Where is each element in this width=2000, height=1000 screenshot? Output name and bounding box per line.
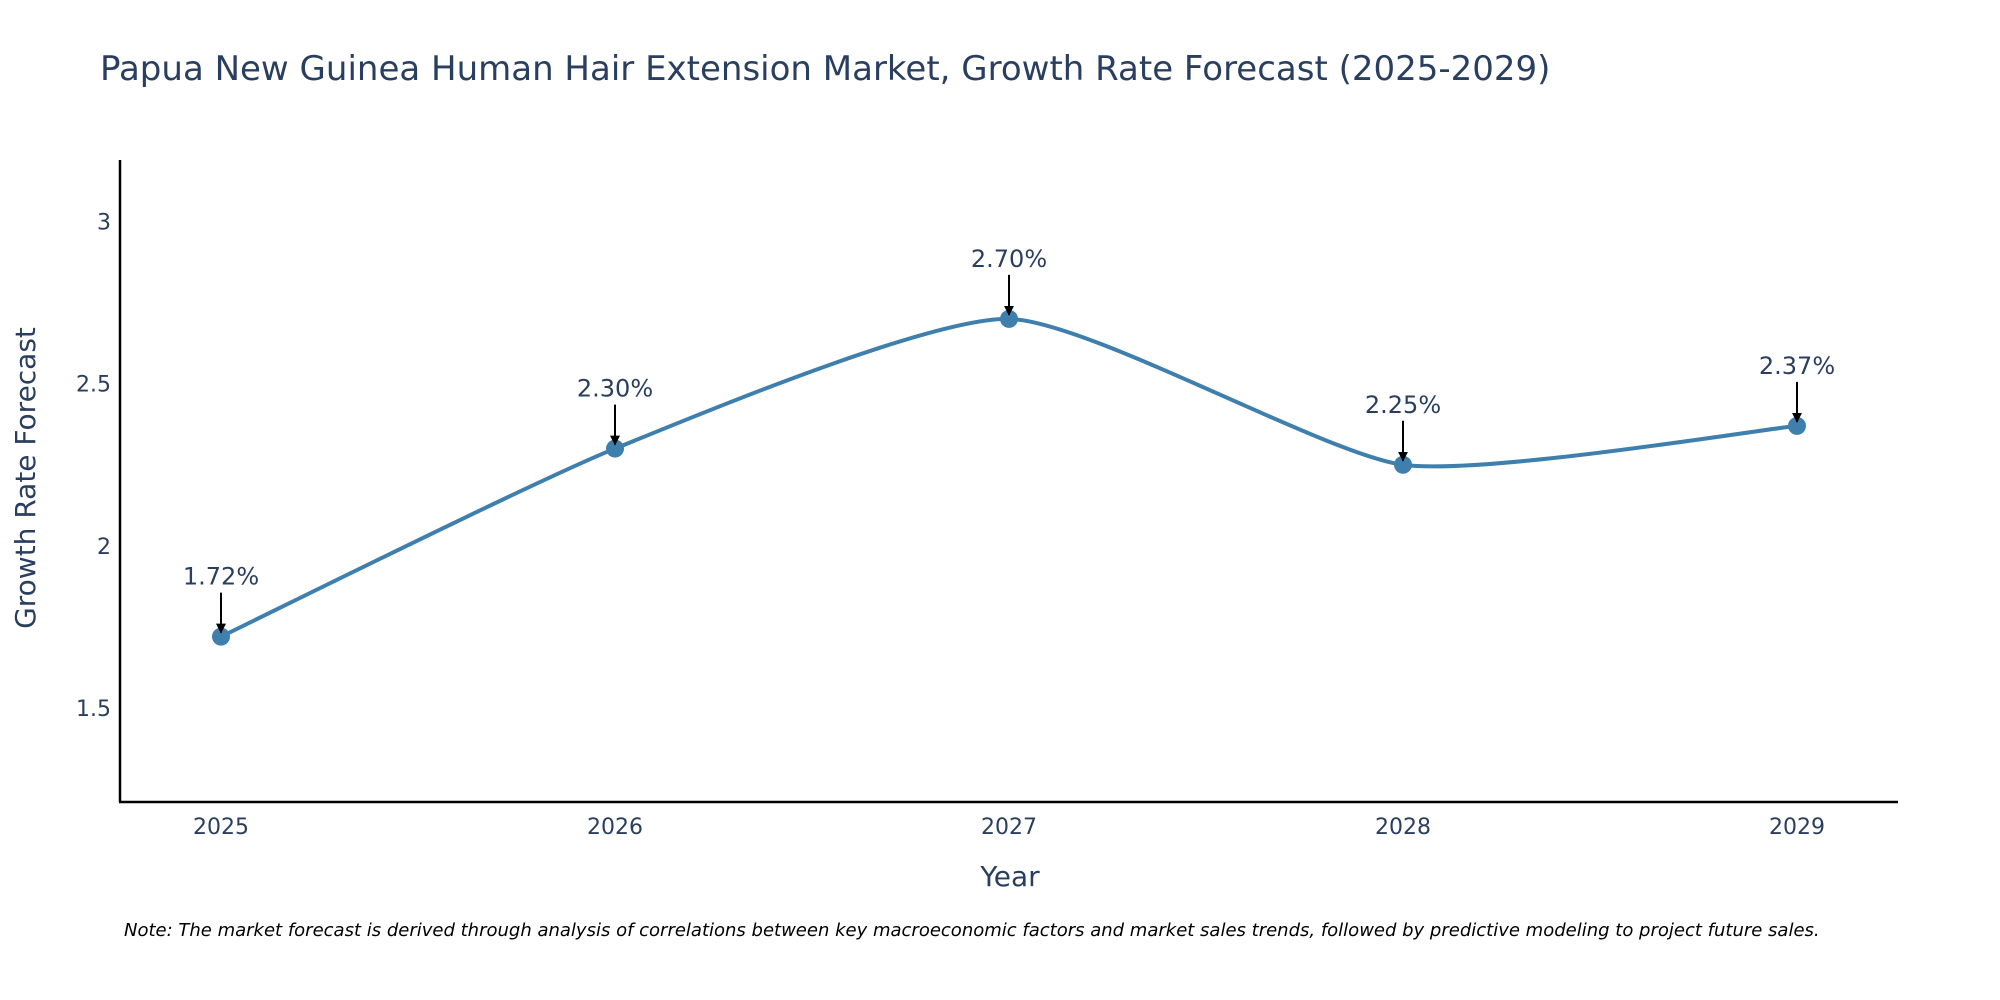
series-markers bbox=[212, 309, 1806, 646]
x-tick-label: 2026 bbox=[587, 815, 643, 840]
y-tick-label: 1.5 bbox=[76, 697, 111, 722]
y-tick-label: 2 bbox=[97, 535, 111, 560]
y-axis-ticks: 1.5 2 2.5 3 bbox=[76, 211, 111, 722]
x-axis-ticks: 2025 2026 2027 2028 2029 bbox=[193, 815, 1825, 840]
data-label: 2.70% bbox=[971, 245, 1047, 273]
x-axis-title: Year bbox=[979, 860, 1040, 893]
x-tick-label: 2027 bbox=[981, 815, 1037, 840]
data-annotations: 1.72% 2.30% 2.70% 2.25% 2.37% bbox=[183, 245, 1835, 634]
footnote: Note: The market forecast is derived thr… bbox=[124, 920, 1820, 941]
x-tick-label: 2028 bbox=[1375, 815, 1431, 840]
y-tick-label: 2.5 bbox=[76, 373, 111, 398]
series-line bbox=[220, 316, 1798, 639]
chart-title: Papua New Guinea Human Hair Extension Ma… bbox=[100, 49, 1550, 89]
data-label: 2.37% bbox=[1759, 352, 1835, 380]
data-label: 1.72% bbox=[183, 563, 259, 591]
data-label: 2.30% bbox=[577, 375, 653, 403]
y-tick-label: 3 bbox=[97, 211, 111, 236]
x-tick-label: 2025 bbox=[193, 815, 249, 840]
data-label: 2.25% bbox=[1365, 391, 1441, 419]
x-tick-label: 2029 bbox=[1769, 815, 1825, 840]
y-axis-title: Growth Rate Forecast bbox=[9, 327, 42, 629]
